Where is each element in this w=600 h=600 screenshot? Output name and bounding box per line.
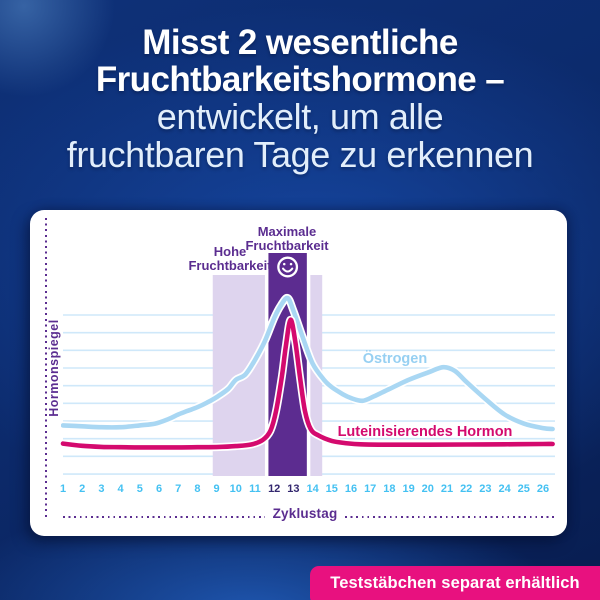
x-tick-day-8: 8 [194, 483, 201, 495]
x-tick-day-24: 24 [498, 483, 511, 495]
availability-badge-text: Teststäbchen separat erhältlich [330, 574, 580, 592]
hormone-chart-panel: Hormonspiegel Maximale Fruchtbarkeit Hoh… [30, 210, 567, 536]
estrogen-series-label: Östrogen [362, 351, 428, 367]
subtitle-line-1: entwickelt, um alle [156, 96, 444, 137]
x-tick-day-11: 11 [249, 483, 261, 495]
y-axis-dotted-line [45, 218, 47, 520]
x-tick-day-14: 14 [306, 483, 319, 495]
lh-curve [60, 317, 555, 450]
title-line-2: Fruchtbarkeitshormone – [95, 60, 505, 99]
high-fertility-label-line2: Fruchtbarkeit [188, 257, 272, 273]
title-line-1: Misst 2 wesentliche [142, 23, 458, 62]
x-tick-day-13: 13 [287, 483, 300, 495]
availability-badge: Teststäbchen separat erhältlich [310, 566, 600, 600]
x-tick-day-6: 6 [155, 483, 163, 495]
x-axis-ticks: 1 2 3 4 5 6 7 8 9 10 11 12 13 14 15 16 17 18 19 20 21 22 23 24 2… [30, 483, 567, 498]
x-tick-day-26: 26 [536, 483, 550, 495]
peak-fertility-label-line1: Maximale [257, 224, 317, 239]
x-tick-day-18: 18 [383, 483, 396, 495]
x-tick-day-21: 21 [440, 483, 454, 495]
subtitle-line-2: fruchtbaren Tage zu erkennen [66, 133, 534, 175]
x-tick-day-25: 25 [517, 483, 530, 495]
page-title: Misst 2 wesentliche Fruchtbarkeitshormon… [0, 24, 600, 173]
x-tick-day-9: 9 [213, 483, 220, 495]
x-tick-day-22: 22 [460, 483, 473, 495]
x-tick-day-7: 7 [175, 483, 182, 495]
lh-series-label: Luteinisierendes Hormon [337, 424, 513, 440]
x-tick-day-4: 4 [117, 483, 124, 495]
x-tick-day-15: 15 [325, 483, 338, 495]
x-axis-dotted-line-right [345, 516, 555, 518]
x-tick-day-17: 17 [364, 483, 377, 495]
peak-fertility-label: Maximale Fruchtbarkeit [222, 225, 352, 252]
x-tick-day-19: 19 [402, 483, 415, 495]
y-axis-label: Hormonspiegel [47, 309, 61, 427]
high-fertility-label-line1: Hohe [213, 244, 247, 259]
x-tick-day-2: 2 [79, 483, 86, 495]
x-axis-label: Zyklustag [272, 506, 338, 521]
x-tick-day-16: 16 [344, 483, 358, 495]
x-tick-day-20: 20 [421, 483, 434, 495]
peak-fertility-label-line2: Fruchtbarkeit [245, 237, 329, 253]
x-tick-day-3: 3 [98, 483, 105, 495]
high-fertility-label: Hohe Fruchtbarkeit [165, 245, 295, 272]
hormone-chart [59, 253, 557, 476]
x-tick-day-12: 12 [268, 483, 281, 495]
x-tick-day-1: 1 [59, 483, 67, 495]
x-tick-day-5: 5 [136, 483, 143, 495]
x-tick-day-10: 10 [229, 483, 242, 495]
estrogen-curve [60, 295, 555, 432]
x-axis-dotted-line-left [63, 516, 265, 518]
x-tick-day-23: 23 [479, 483, 492, 495]
smiley-icon [277, 256, 299, 278]
